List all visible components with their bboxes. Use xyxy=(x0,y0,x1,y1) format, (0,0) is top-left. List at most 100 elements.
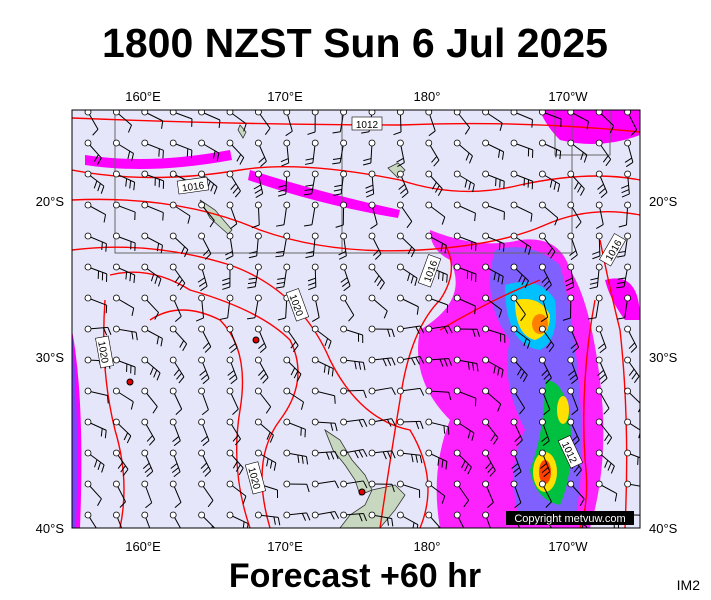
wind-barb-part xyxy=(463,500,470,508)
isobar-label: 1012 xyxy=(351,116,383,131)
wind-barb-part xyxy=(625,161,634,168)
wind-barb-part xyxy=(566,286,574,291)
wind-barb-part xyxy=(595,170,603,178)
wind-barb-part xyxy=(254,232,262,240)
wind-barb-part xyxy=(406,221,413,229)
wind-barb-part xyxy=(264,127,271,135)
wind-barb-part xyxy=(567,170,575,178)
isobar-label: 1016 xyxy=(176,176,210,194)
wind-barb-part xyxy=(570,254,578,261)
wind-barb-part xyxy=(113,170,120,178)
wind-barb-part xyxy=(201,409,209,416)
wind-barb-part xyxy=(391,329,395,338)
wind-barb-part xyxy=(539,387,546,395)
wind-barb-part xyxy=(616,281,625,284)
wind-barb-part xyxy=(510,201,518,209)
wind-barb-part xyxy=(130,401,134,410)
wind-barb-part xyxy=(84,449,92,457)
wind-barb-part xyxy=(230,183,237,190)
wind-barb-part xyxy=(169,294,177,302)
wind-barb-part xyxy=(425,170,433,178)
precipitation xyxy=(72,110,640,528)
footer: Forecast +60 hr xyxy=(229,557,481,595)
wind-barb-part xyxy=(539,110,546,116)
wind-barb-part xyxy=(177,279,183,287)
wind-barb-part xyxy=(572,347,579,354)
wind-barb-part xyxy=(415,421,420,430)
wind-barb-part xyxy=(415,357,420,365)
wind-barb-part xyxy=(277,517,281,526)
copyright-box xyxy=(506,511,634,525)
wind-barb-part xyxy=(501,151,505,160)
wind-barb-part xyxy=(438,271,440,280)
wind-barb-part xyxy=(396,201,404,209)
wind-barb-part xyxy=(303,193,312,196)
wind-barb-part xyxy=(198,294,206,302)
wind-barb-part xyxy=(526,340,531,349)
wind-barb-part xyxy=(283,201,291,209)
wind-barb-part xyxy=(141,325,149,333)
wind-barb-part xyxy=(340,263,348,271)
wind-barb-part xyxy=(340,325,348,333)
wind-barb-part xyxy=(330,512,335,520)
wind-barb-part xyxy=(633,376,640,384)
wind-barb-part xyxy=(226,356,234,364)
wind-barb-part xyxy=(467,361,470,370)
wind-barb-part xyxy=(425,387,433,395)
wind-barb-part xyxy=(113,511,120,519)
wind-barb-part xyxy=(453,356,461,364)
wind-barb-part xyxy=(624,325,631,333)
wind-barb-part xyxy=(498,309,503,318)
wind-barb-part xyxy=(414,277,418,286)
wind-barb-part xyxy=(567,201,575,209)
wind-barb-part xyxy=(84,418,92,426)
wind-barb-part xyxy=(127,150,131,160)
wind-barb-part xyxy=(396,418,404,426)
wind-barb-part xyxy=(387,358,392,366)
wind-barb-part xyxy=(311,325,319,333)
wind-barb-part xyxy=(283,480,291,488)
wind-barb-part xyxy=(628,368,635,376)
wind-barb-part xyxy=(588,317,597,320)
wind-barb-part xyxy=(595,201,603,209)
wind-barb-part xyxy=(482,232,490,240)
wind-barb-part xyxy=(93,154,99,162)
wind-barb-part xyxy=(502,243,505,252)
wind-barb-part xyxy=(512,467,520,473)
wind-barb-part xyxy=(440,243,444,252)
wind-barb-part xyxy=(595,418,603,426)
wind-barb-part xyxy=(630,129,638,136)
wind-barb-part xyxy=(433,159,440,167)
wind-barb-part xyxy=(278,189,287,193)
wind-barb-part xyxy=(207,500,214,508)
wind-barb-part xyxy=(565,281,574,287)
wind-barb-part xyxy=(597,183,604,190)
wind-barb-part xyxy=(442,272,444,281)
wind-barb-part xyxy=(501,369,504,378)
wind-barb-part xyxy=(343,285,351,292)
wind-barb-part xyxy=(459,529,465,535)
wind-barb-part xyxy=(133,182,136,191)
wind-barb-part xyxy=(453,418,461,426)
wind-barb-part xyxy=(365,189,374,194)
wind-barb-part xyxy=(146,534,152,539)
wind-barb-part xyxy=(226,170,234,178)
wind-barb-part xyxy=(482,325,490,333)
wind-barb-part xyxy=(254,387,262,395)
wind-barb-part xyxy=(311,201,319,209)
wind-barb-part xyxy=(476,363,479,372)
wind-barb-part xyxy=(604,460,609,468)
wind-barb-part xyxy=(549,531,554,537)
wind-barb-part xyxy=(396,157,404,163)
wind-barb-part xyxy=(281,162,289,167)
wind-barb-part xyxy=(305,456,309,465)
wind-barb-part xyxy=(616,286,625,289)
wind-barb-part xyxy=(113,201,120,209)
wind-barb-part xyxy=(150,273,155,282)
wind-barb-part xyxy=(133,274,136,284)
wind-barb-part xyxy=(265,406,272,414)
wind-barb-part xyxy=(577,185,582,193)
wind-barb-part xyxy=(173,440,181,447)
wind-barb-part xyxy=(176,372,182,380)
wind-barb-part xyxy=(334,480,340,489)
